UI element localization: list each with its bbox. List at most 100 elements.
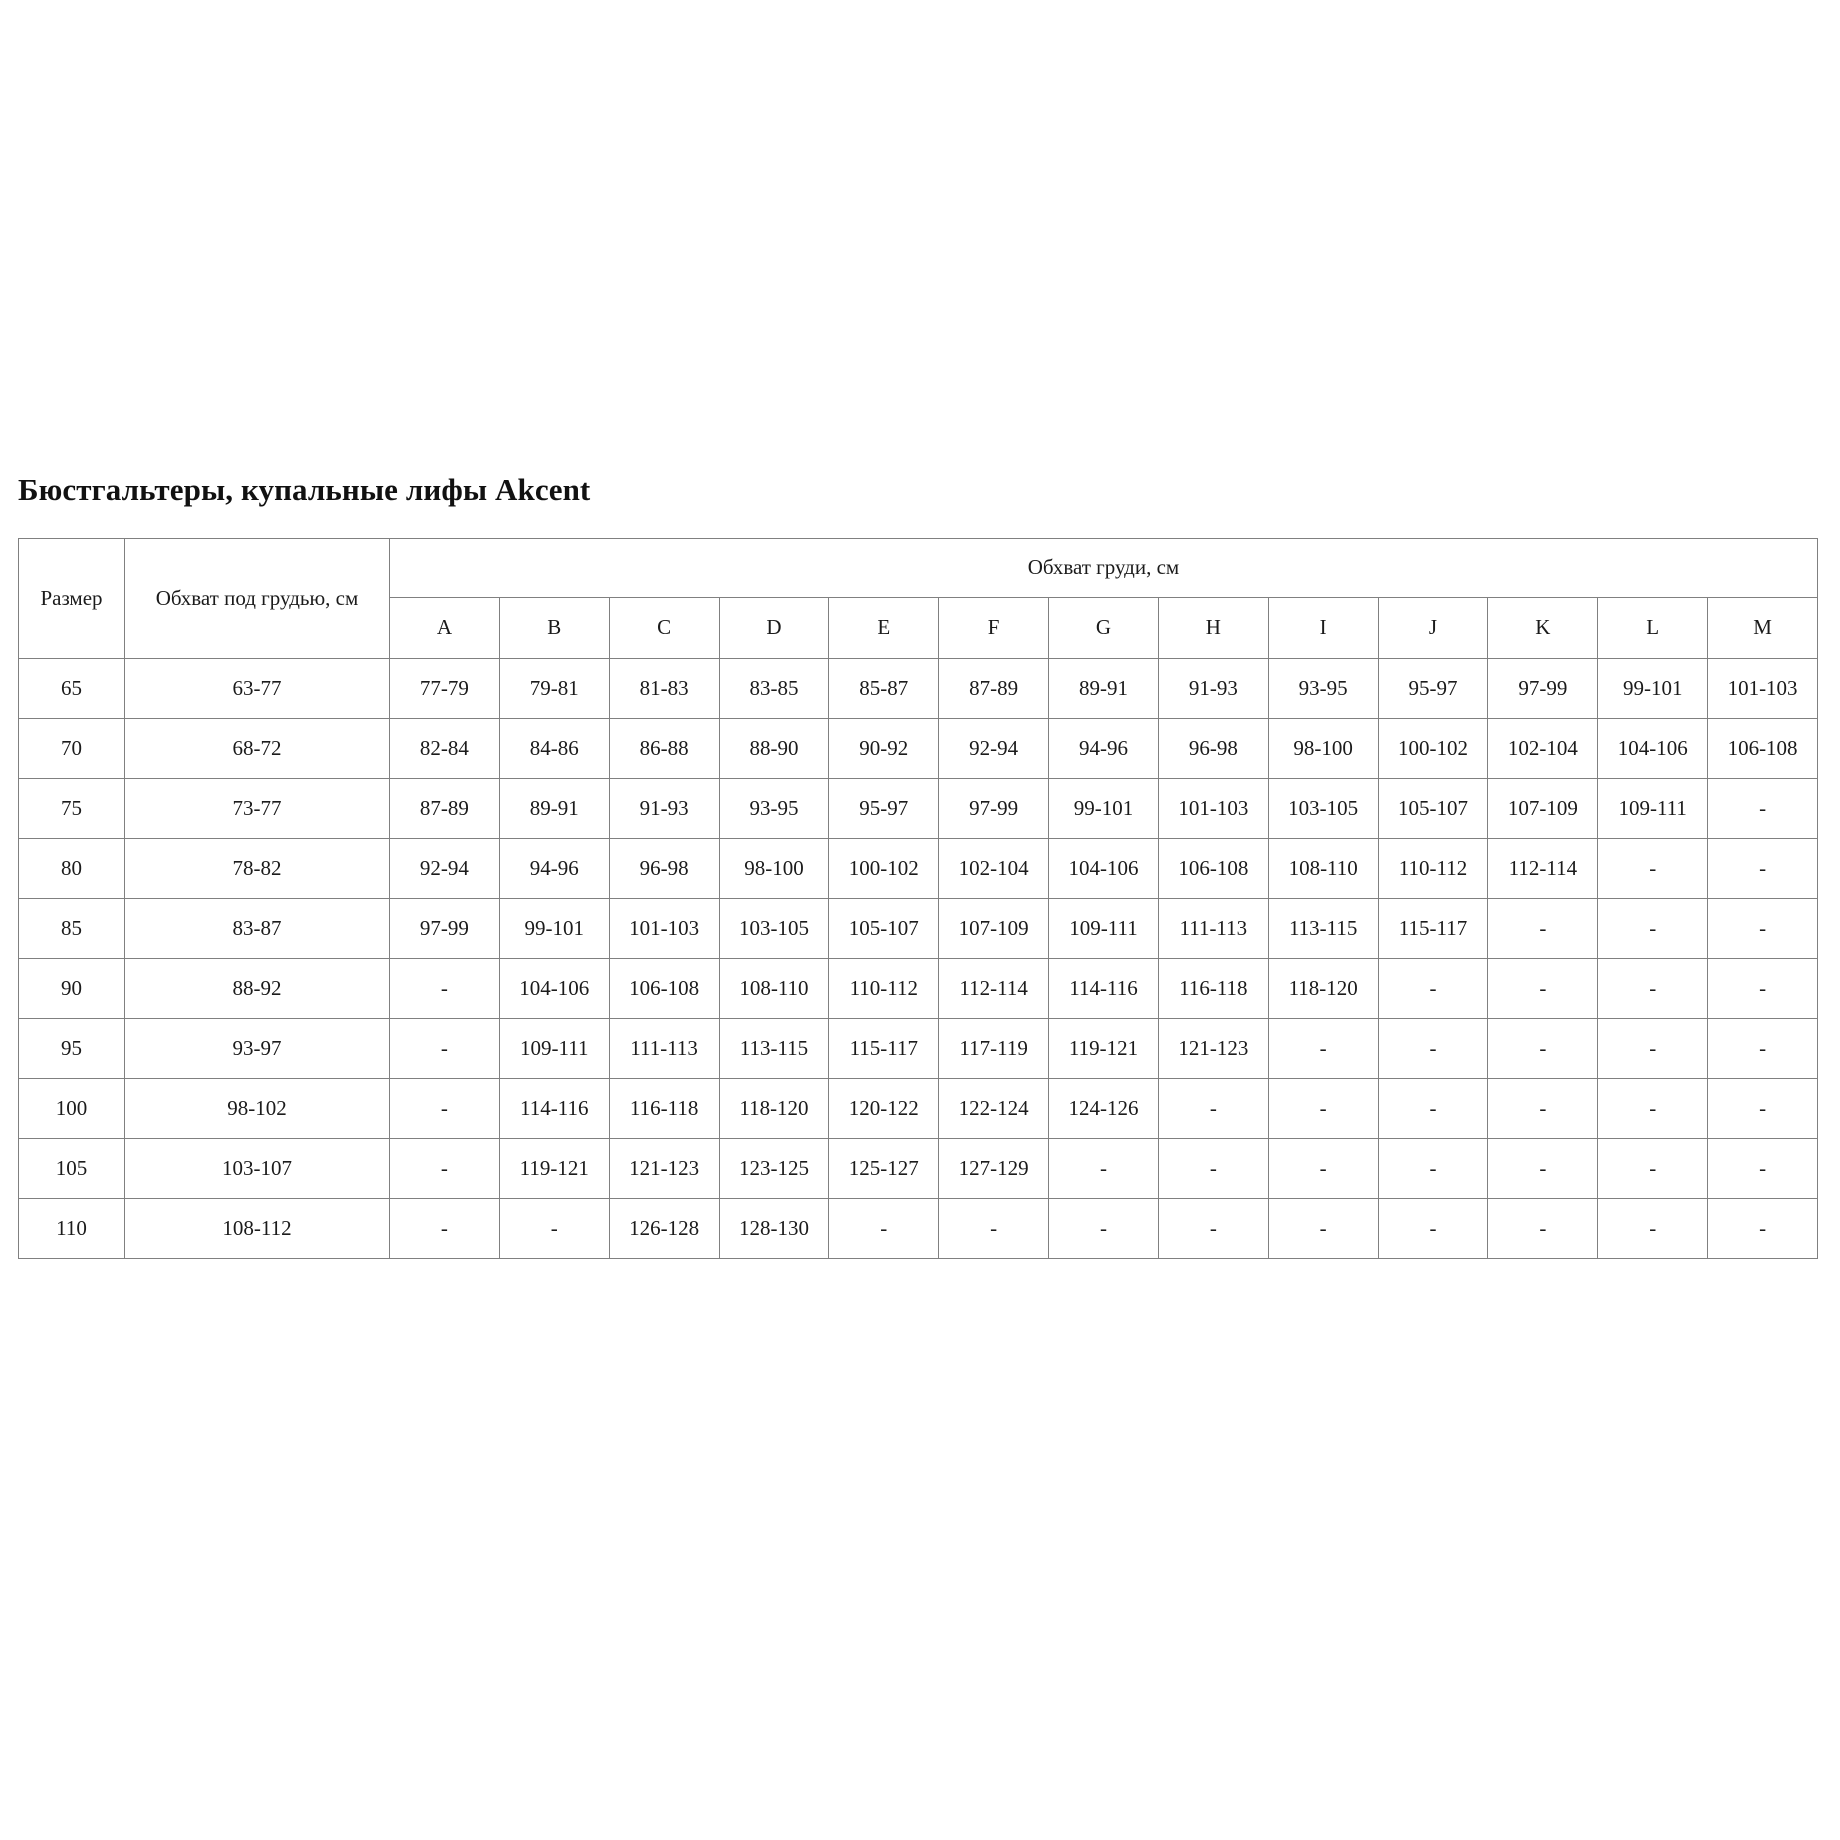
cell-chest-j: - xyxy=(1377,1078,1489,1139)
table-row: 65 63-77 77-79 79-81 81-83 83-85 85-87 87-89 89-… xyxy=(18,658,1818,719)
cell-chest-i: 108-110 xyxy=(1267,838,1379,899)
cell-chest-f: 87-89 xyxy=(938,658,1050,719)
header-cup-m: M xyxy=(1707,597,1818,659)
cell-chest-h: 106-108 xyxy=(1157,838,1269,899)
cell-chest-a: 92-94 xyxy=(389,838,500,899)
cell-underbust: 93-97 xyxy=(124,1018,390,1079)
cell-chest-g: - xyxy=(1048,1198,1159,1259)
cell-chest-b: 99-101 xyxy=(498,898,610,959)
header-row-top: Размер Обхват под грудью, см Обхват груд… xyxy=(18,538,1818,659)
cell-chest-e: 120-122 xyxy=(828,1078,940,1139)
header-cup-k: K xyxy=(1487,597,1599,659)
cell-chest-j: 115-117 xyxy=(1377,898,1489,959)
cell-chest-m: - xyxy=(1707,1018,1818,1079)
cell-chest-c: 106-108 xyxy=(608,958,720,1019)
cell-chest-h: 116-118 xyxy=(1157,958,1269,1019)
cell-chest-b: 84-86 xyxy=(498,718,610,779)
cell-chest-i: 118-120 xyxy=(1267,958,1379,1019)
header-cup-a: A xyxy=(389,597,500,659)
cell-chest-l: 99-101 xyxy=(1597,658,1709,719)
cell-chest-a: - xyxy=(389,1138,500,1199)
cell-chest-j: - xyxy=(1377,1138,1489,1199)
table-row: 105 103-107-119-121 121-123 123-125 125-127 1… xyxy=(18,1138,1818,1199)
cell-chest-k: - xyxy=(1487,958,1599,1019)
cell-chest-b: 109-111 xyxy=(498,1018,610,1079)
cell-chest-k: 107-109 xyxy=(1487,778,1599,839)
cell-chest-g: 119-121 xyxy=(1048,1018,1159,1079)
cell-chest-k: - xyxy=(1487,1138,1599,1199)
cell-chest-h: 91-93 xyxy=(1157,658,1269,719)
cell-chest-f: 127-129 xyxy=(938,1138,1050,1199)
cell-chest-k: - xyxy=(1487,898,1599,959)
cell-size: 65 xyxy=(18,658,125,719)
cell-chest-m: - xyxy=(1707,898,1818,959)
cell-underbust: 98-102 xyxy=(124,1078,390,1139)
table-row: 70 68-72 82-84 84-86 86-88 88-90 90-92 92-94 94-… xyxy=(18,718,1818,779)
cell-chest-a: 77-79 xyxy=(389,658,500,719)
cell-size: 105 xyxy=(18,1138,125,1199)
cell-chest-j: 110-112 xyxy=(1377,838,1489,899)
cell-chest-d: 128-130 xyxy=(718,1198,830,1259)
table-row: 80 78-82 92-94 94-96 96-98 98-100 100-102 102-1… xyxy=(18,838,1818,899)
cell-chest-m: - xyxy=(1707,1198,1818,1259)
header-cup-c: C xyxy=(608,597,720,659)
cell-chest-a: - xyxy=(389,958,500,1019)
header-cup-b: B xyxy=(498,597,610,659)
cell-chest-h: 96-98 xyxy=(1157,718,1269,779)
cell-chest-c: 81-83 xyxy=(608,658,720,719)
cell-chest-d: 108-110 xyxy=(718,958,830,1019)
cell-chest-g: 99-101 xyxy=(1048,778,1159,839)
cell-chest-d: 88-90 xyxy=(718,718,830,779)
header-cup-j: J xyxy=(1377,597,1489,659)
cell-chest-l: - xyxy=(1597,958,1709,1019)
cell-chest-f: - xyxy=(938,1198,1050,1259)
cell-chest-b: 114-116 xyxy=(498,1078,610,1139)
cell-underbust: 83-87 xyxy=(124,898,390,959)
cell-chest-j: 95-97 xyxy=(1377,658,1489,719)
cell-chest-h: - xyxy=(1157,1138,1269,1199)
cell-underbust: 78-82 xyxy=(124,838,390,899)
cell-chest-b: 119-121 xyxy=(498,1138,610,1199)
cell-underbust: 73-77 xyxy=(124,778,390,839)
cell-chest-c: 116-118 xyxy=(608,1078,720,1139)
cell-chest-d: 103-105 xyxy=(718,898,830,959)
cell-chest-l: - xyxy=(1597,1078,1709,1139)
cell-chest-e: 90-92 xyxy=(828,718,940,779)
cell-chest-d: 98-100 xyxy=(718,838,830,899)
cell-chest-g: - xyxy=(1048,1138,1159,1199)
cell-chest-a: 97-99 xyxy=(389,898,500,959)
header-chest-group: Обхват груди, см xyxy=(389,538,1818,598)
cell-chest-m: - xyxy=(1707,778,1818,839)
cell-chest-e: 85-87 xyxy=(828,658,940,719)
table-row: 110 108-112- -126-128 128-130- - - - - - - - - xyxy=(18,1198,1818,1259)
header-cup-g: G xyxy=(1048,597,1159,659)
cell-chest-j: 100-102 xyxy=(1377,718,1489,779)
cell-chest-d: 118-120 xyxy=(718,1078,830,1139)
cell-underbust: 88-92 xyxy=(124,958,390,1019)
cell-chest-e: 125-127 xyxy=(828,1138,940,1199)
header-cup-l: L xyxy=(1597,597,1709,659)
cell-chest-d: 93-95 xyxy=(718,778,830,839)
cell-size: 90 xyxy=(18,958,125,1019)
cell-chest-e: 95-97 xyxy=(828,778,940,839)
cell-chest-m: 101-103 xyxy=(1707,658,1818,719)
table-header: Размер Обхват под грудью, см Обхват груд… xyxy=(18,538,1818,659)
cell-chest-l: - xyxy=(1597,898,1709,959)
cell-chest-g: 104-106 xyxy=(1048,838,1159,899)
cell-chest-l: - xyxy=(1597,1018,1709,1079)
cell-chest-f: 102-104 xyxy=(938,838,1050,899)
cell-chest-m: - xyxy=(1707,1078,1818,1139)
cell-chest-k: 102-104 xyxy=(1487,718,1599,779)
cell-chest-g: 94-96 xyxy=(1048,718,1159,779)
cell-chest-d: 123-125 xyxy=(718,1138,830,1199)
cell-chest-g: 124-126 xyxy=(1048,1078,1159,1139)
cell-chest-m: 106-108 xyxy=(1707,718,1818,779)
table-row: 95 93-97-109-111 111-113 113-115 115-117 117-… xyxy=(18,1018,1818,1079)
cell-chest-g: 109-111 xyxy=(1048,898,1159,959)
cell-chest-k: - xyxy=(1487,1078,1599,1139)
table-row: 75 73-77 87-89 89-91 91-93 93-95 95-97 97-99 99-… xyxy=(18,778,1818,839)
size-chart-table: Размер Обхват под грудью, см Обхват груд… xyxy=(18,538,1818,1259)
cell-chest-f: 117-119 xyxy=(938,1018,1050,1079)
cell-chest-e: 115-117 xyxy=(828,1018,940,1079)
cell-chest-h: 121-123 xyxy=(1157,1018,1269,1079)
